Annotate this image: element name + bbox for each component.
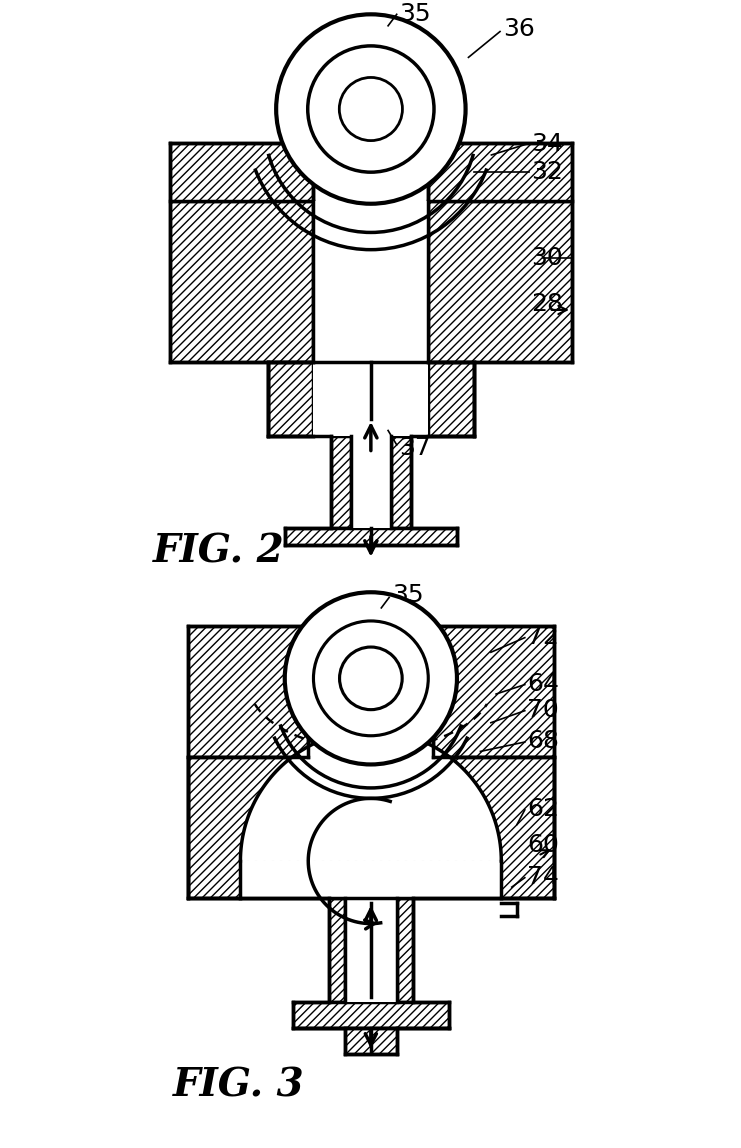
Text: 35: 35	[391, 583, 423, 607]
Bar	[396, 898, 412, 1002]
Text: 37: 37	[399, 436, 431, 459]
Polygon shape	[240, 730, 501, 898]
Bar	[313, 201, 428, 362]
Circle shape	[285, 592, 456, 765]
Bar	[330, 436, 350, 528]
Bar	[350, 436, 391, 528]
Text: 36: 36	[502, 17, 534, 40]
Bar	[292, 1002, 449, 1027]
Bar	[428, 362, 473, 436]
Text: 34: 34	[531, 132, 563, 155]
Circle shape	[339, 647, 402, 709]
Bar	[345, 898, 396, 1002]
Text: 35: 35	[399, 2, 431, 26]
Text: 28: 28	[531, 293, 563, 316]
Text: 32: 32	[531, 161, 563, 184]
Bar	[428, 144, 571, 201]
Circle shape	[308, 46, 433, 172]
Circle shape	[313, 621, 428, 736]
Text: 62: 62	[527, 797, 559, 821]
Bar	[345, 1027, 396, 1054]
Bar	[433, 626, 553, 757]
Text: 68: 68	[527, 729, 559, 753]
Text: FIG. 3: FIG. 3	[173, 1066, 304, 1104]
Text: 60: 60	[527, 833, 559, 858]
Circle shape	[276, 14, 465, 203]
Bar	[313, 362, 428, 436]
Text: 74: 74	[527, 864, 559, 889]
Bar	[170, 201, 313, 362]
Text: 70: 70	[527, 698, 559, 722]
Circle shape	[339, 78, 402, 140]
Bar	[285, 528, 456, 545]
Bar	[329, 898, 345, 1002]
Bar	[170, 144, 313, 201]
Text: 72: 72	[527, 625, 559, 649]
Bar	[428, 201, 571, 362]
Bar	[188, 757, 553, 898]
Bar	[391, 436, 411, 528]
Text: FIG. 2: FIG. 2	[153, 532, 284, 571]
Bar	[268, 362, 313, 436]
Text: 64: 64	[527, 672, 559, 696]
Text: 30: 30	[531, 247, 562, 270]
Bar	[188, 626, 308, 757]
